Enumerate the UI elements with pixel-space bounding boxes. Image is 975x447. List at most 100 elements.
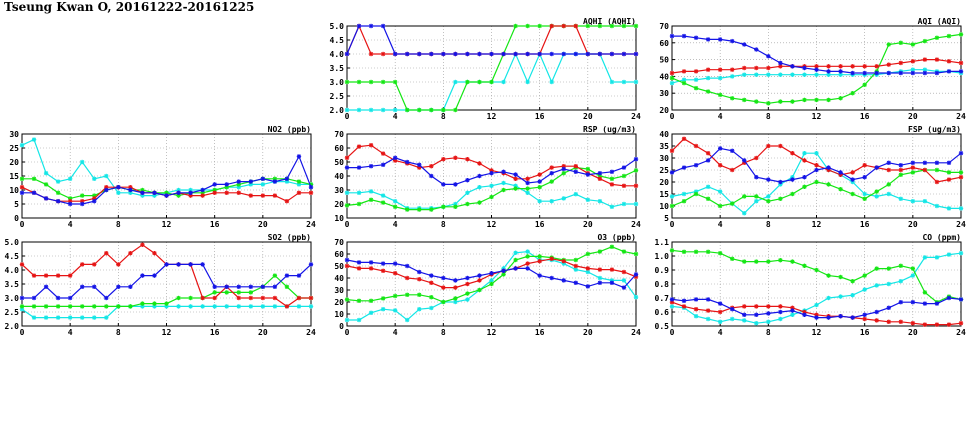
no2-chart: NO2 (ppb) 0 4 8 12 16 20 24 0 5 10 15 20 25 30 (9, 125, 316, 229)
green-data-point (910, 266, 916, 271)
cyan-data-point (802, 151, 807, 156)
x-tick-label: 0 (20, 220, 25, 229)
red-data-point (236, 295, 241, 301)
cyan-data-point (922, 199, 928, 204)
cyan-data-point (501, 180, 506, 186)
red-data-point (344, 155, 350, 160)
cyan-data-point (669, 194, 675, 199)
blue-data-point (128, 284, 133, 289)
blue-data-point (356, 23, 362, 29)
blue-data-point (453, 182, 458, 187)
green-data-point (886, 182, 891, 187)
blue-data-point (164, 262, 169, 267)
cyan-data-point (344, 317, 350, 323)
x-tick-label: 24 (631, 328, 641, 337)
cyan-data-point (19, 143, 25, 148)
blue-data-point (766, 54, 771, 59)
cyan-data-point (766, 72, 771, 77)
red-data-point (693, 143, 699, 149)
blue-data-point (356, 165, 362, 170)
green-data-point (814, 179, 819, 185)
blue-data-point (814, 315, 819, 320)
green-series-line (671, 249, 962, 303)
green-data-point (43, 182, 49, 187)
cyan-data-point (910, 273, 916, 278)
red-data-point (212, 295, 217, 301)
y-tick-label: 10 (9, 186, 19, 195)
blue-data-point (19, 295, 25, 301)
cyan-data-point (850, 293, 855, 298)
blue-data-point (212, 284, 217, 289)
red-data-point (284, 304, 290, 309)
x-tick-label: 4 (718, 112, 723, 121)
blue-data-point (55, 295, 61, 301)
green-data-point (453, 204, 458, 209)
green-data-point (693, 85, 699, 91)
green-data-point (344, 297, 350, 302)
green-data-point (922, 290, 928, 295)
red-data-point (705, 151, 711, 156)
green-data-point (31, 304, 37, 309)
blue-data-point (296, 154, 302, 159)
cyan-data-point (946, 252, 952, 257)
cyan-data-point (609, 204, 615, 209)
cyan-data-point (537, 199, 542, 204)
green-data-point (140, 301, 145, 306)
y-tick-label: 5 (664, 214, 669, 223)
red-series-line (671, 138, 962, 183)
green-data-point (621, 23, 627, 29)
cyan-data-point (874, 283, 879, 288)
blue-data-point (561, 51, 566, 57)
blue-data-point (934, 301, 940, 306)
x-tick-label: 24 (956, 112, 966, 121)
green-data-point (850, 91, 855, 96)
cyan-data-point (838, 294, 843, 299)
blue-data-point (886, 160, 891, 165)
red-data-point (958, 60, 964, 66)
x-tick-label: 8 (441, 112, 446, 121)
green-data-point (693, 249, 699, 254)
y-tick-label: 60 (659, 39, 669, 48)
green-data-point (55, 190, 61, 195)
x-tick-label: 24 (956, 220, 966, 229)
blue-data-point (862, 175, 867, 180)
green-data-point (705, 249, 711, 254)
cyan-data-point (754, 72, 759, 77)
cyan-data-point (946, 206, 952, 211)
cyan-data-point (778, 316, 783, 322)
blue-data-point (284, 176, 290, 181)
blue-data-point (585, 172, 591, 177)
red-data-point (525, 261, 530, 266)
green-data-point (501, 187, 506, 193)
y-tick-label: 60 (334, 250, 344, 259)
red-data-point (55, 273, 61, 278)
blue-data-point (417, 162, 422, 167)
cyan-data-point (585, 269, 591, 275)
no2-title: NO2 (ppb) (268, 125, 311, 134)
green-data-point (886, 266, 891, 271)
blue-data-point (597, 171, 603, 176)
y-tick-label: 4.5 (330, 36, 345, 45)
green-data-point (730, 256, 735, 261)
red-data-point (380, 268, 386, 273)
red-data-point (850, 64, 855, 69)
blue-data-point (344, 51, 350, 57)
blue-data-point (730, 148, 735, 153)
green-data-point (597, 23, 603, 29)
green-data-point (850, 279, 855, 284)
o3-title: O3 (ppb) (597, 233, 636, 242)
y-tick-label: 20 (659, 178, 669, 187)
cyan-data-point (501, 79, 506, 85)
green-data-point (742, 97, 747, 103)
blue-data-point (838, 170, 843, 175)
cyan-data-point (429, 305, 434, 311)
blue-data-point (922, 301, 928, 306)
blue-data-point (946, 69, 952, 74)
blue-data-point (826, 69, 831, 74)
red-data-point (814, 163, 819, 168)
red-data-point (43, 273, 49, 278)
green-data-point (405, 292, 410, 297)
y-tick-label: 20 (334, 200, 344, 209)
y-tick-label: 1.0 (655, 252, 670, 261)
cyan-data-point (621, 201, 627, 207)
